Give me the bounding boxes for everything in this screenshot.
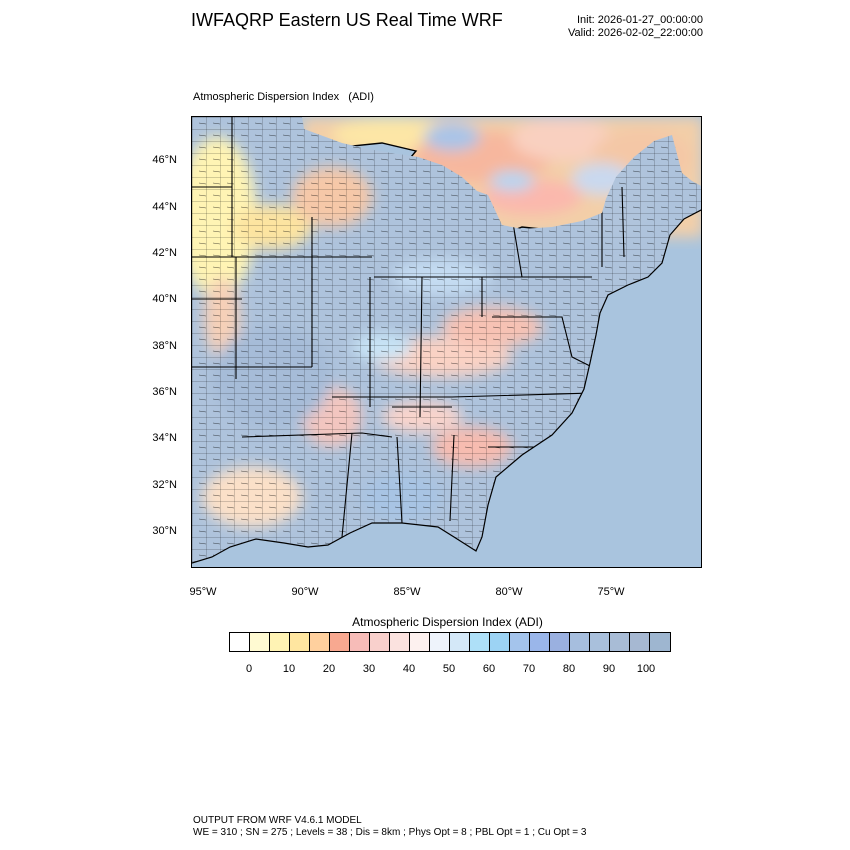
colorbar-label: 70: [522, 663, 536, 675]
colorbar-label: 100: [636, 663, 656, 675]
colorbar-swatch: [630, 633, 650, 651]
lat-label-46n: 46°N: [152, 154, 177, 166]
colorbar-swatch: [330, 633, 350, 651]
colorbar-label: 40: [402, 663, 416, 675]
colorbar-swatch: [430, 633, 450, 651]
colorbar-label: 80: [562, 663, 576, 675]
map-canvas: [192, 117, 701, 567]
lat-label-44n: 44°N: [152, 201, 177, 213]
lat-label-34n: 34°N: [152, 432, 177, 444]
lat-label-42n: 42°N: [152, 247, 177, 259]
lat-label-38n: 38°N: [152, 340, 177, 352]
init-time: Init: 2026-01-27_00:00:00: [577, 14, 703, 26]
lon-label-80w: 80°W: [495, 586, 523, 598]
colorbar-swatch: [390, 633, 410, 651]
lat-label-30n: 30°N: [152, 525, 177, 537]
colorbar-swatch: [350, 633, 370, 651]
colorbar-swatch: [570, 633, 590, 651]
colorbar-label: 90: [602, 663, 616, 675]
state-borders: [192, 117, 625, 538]
colorbar-swatch: [470, 633, 490, 651]
colorbar-swatch: [550, 633, 570, 651]
colorbar-swatch: [290, 633, 310, 651]
colorbar-swatch: [490, 633, 510, 651]
colorbar-swatch: [310, 633, 330, 651]
lat-label-36n: 36°N: [152, 386, 177, 398]
lon-label-85w: 85°W: [393, 586, 421, 598]
run-info: Init: 2026-01-27_00:00:00 Valid: 2026-02…: [568, 14, 703, 40]
colorbar-label: 20: [322, 663, 336, 675]
colorbar-swatch: [590, 633, 610, 651]
lon-label-95w: 95°W: [189, 586, 217, 598]
colorbar-label: 10: [282, 663, 296, 675]
colorbar-swatch: [370, 633, 390, 651]
colorbar-label: 0: [245, 663, 253, 675]
lon-label-75w: 75°W: [597, 586, 625, 598]
colorbar-label: 60: [482, 663, 496, 675]
colorbar-label: 30: [362, 663, 376, 675]
lon-label-90w: 90°W: [291, 586, 319, 598]
lat-label-40n: 40°N: [152, 293, 177, 305]
colorbar-swatch: [530, 633, 550, 651]
main-title: IWFAQRP Eastern US Real Time WRF: [191, 10, 503, 30]
model-config: WE = 310 ; SN = 275 ; Levels = 38 ; Dis …: [193, 827, 587, 838]
coastline: [192, 209, 701, 564]
colorbar-swatch: [650, 633, 670, 651]
map-subtitle: Atmospheric Dispersion Index (ADI): [193, 91, 374, 103]
colorbar-title: Atmospheric Dispersion Index (ADI): [352, 615, 543, 629]
model-footer: OUTPUT FROM WRF V4.6.1 MODEL WE = 310 ; …: [193, 815, 586, 839]
colorbar: [229, 632, 671, 652]
map-panel: [191, 116, 702, 568]
colorbar-label: 50: [442, 663, 456, 675]
model-version: OUTPUT FROM WRF V4.6.1 MODEL: [193, 815, 362, 826]
colorbar-swatch: [510, 633, 530, 651]
lat-label-32n: 32°N: [152, 479, 177, 491]
colorbar-swatch: [230, 633, 250, 651]
colorbar-swatch: [610, 633, 630, 651]
colorbar-swatch: [250, 633, 270, 651]
valid-time: Valid: 2026-02-02_22:00:00: [568, 27, 703, 39]
colorbar-swatch: [450, 633, 470, 651]
colorbar-swatch: [270, 633, 290, 651]
colorbar-swatch: [410, 633, 430, 651]
